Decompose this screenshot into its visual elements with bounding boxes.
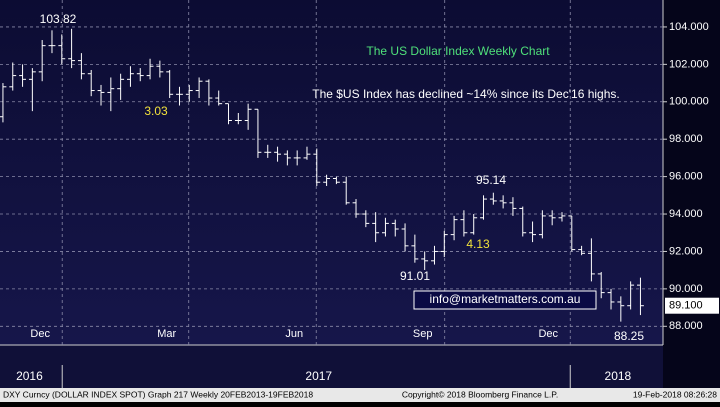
y-tick-label: 102.000 (669, 58, 709, 70)
grid (0, 0, 663, 345)
annotation: 95.14 (476, 173, 506, 187)
y-tick-label: 94.000 (669, 208, 703, 220)
subtitle: The $US Index has declined ~14% since it… (312, 87, 619, 101)
year-label: 2016 (16, 369, 43, 383)
y-tick-label: 90.000 (669, 283, 703, 295)
bars (0, 28, 644, 322)
y-tick-label: 92.000 (669, 245, 703, 257)
footer-bar (0, 388, 720, 402)
watermark: info@marketmatters.com.au (430, 292, 581, 306)
y-tick-label: 96.000 (669, 171, 703, 183)
watermark-box (413, 290, 597, 310)
y-tick-label: 100.000 (669, 96, 709, 108)
annotation: 103.82 (40, 12, 77, 26)
last-price-box (665, 297, 719, 314)
year-label: 2018 (605, 369, 632, 383)
y-tick-label: 104.000 (669, 21, 709, 33)
footer-text: 19-Feb-2018 08:26:28 (633, 389, 717, 399)
y-tick-label: 98.000 (669, 133, 703, 145)
annotation: 4.13 (466, 237, 490, 251)
footer-text: Copyright© 2018 Bloomberg Finance L.P. (402, 389, 558, 399)
footer-text: DXY Curncy (DOLLAR INDEX SPOT) Graph 217… (3, 389, 313, 399)
x-tick-label: Dec (538, 328, 558, 340)
annotation: 3.03 (144, 104, 168, 118)
y-tick-label: 88.000 (669, 320, 703, 332)
plot-background (0, 0, 663, 345)
chart-title: The US Dollar Index Weekly Chart (366, 44, 550, 58)
x-tick-label: Jun (285, 328, 303, 340)
x-axis-background (0, 345, 663, 388)
last-price-label: 89.100 (669, 300, 703, 312)
axis-background (663, 0, 720, 388)
x-tick-label: Dec (30, 328, 50, 340)
x-tick-label: Mar (157, 328, 176, 340)
year-label: 2017 (305, 369, 332, 383)
annotation: 91.01 (400, 269, 430, 283)
annotation: 88.25 (614, 329, 644, 343)
x-tick-label: Sep (413, 328, 433, 340)
